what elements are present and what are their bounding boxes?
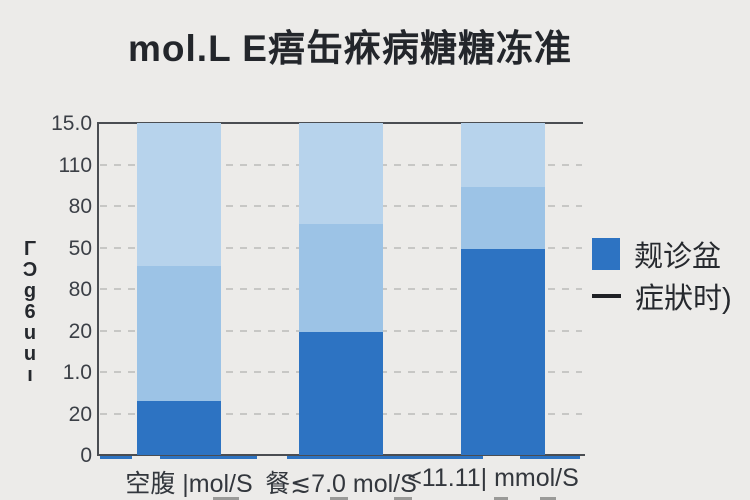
legend-label: 症狀时) xyxy=(635,283,732,315)
clipped-bottom-text xyxy=(330,497,348,500)
legend-swatch-dash-icon xyxy=(592,294,621,298)
legend-item-symptoms: 症狀时) xyxy=(592,275,732,317)
y-tick-label: 20 xyxy=(68,402,92,426)
bar-segment-medium-blue-middle xyxy=(137,266,221,402)
y-tick-label: 1.0 xyxy=(62,361,92,384)
y-tick-label: 110 xyxy=(58,153,92,177)
y-tick-label: 80 xyxy=(68,195,92,218)
legend-swatch-square xyxy=(592,238,620,270)
legend-item-confirmed: 觌诊盆 xyxy=(592,233,721,275)
bar-segment-dark-blue-bottom xyxy=(299,332,383,455)
y-tick-label: 0 xyxy=(80,444,92,467)
x-category-label: 餐≲7.0 mol/S xyxy=(265,470,417,498)
baseline-blue-segment xyxy=(520,456,580,459)
clipped-bottom-text xyxy=(540,497,556,500)
baseline-blue-segment xyxy=(100,456,132,459)
baseline-blue-segment xyxy=(287,456,483,459)
bar-segment-light-blue-top xyxy=(299,123,383,225)
x-category-label: <11.11| mmol/S xyxy=(407,464,579,492)
bar-segment-dark-blue-bottom xyxy=(461,249,545,455)
x-category-label: 空腹 |mol/S xyxy=(125,470,253,498)
clipped-bottom-text xyxy=(213,497,239,500)
y-axis-line xyxy=(97,122,99,456)
bar-segment-medium-blue-middle xyxy=(299,224,383,333)
bar-segment-medium-blue-middle xyxy=(461,187,545,250)
y-axis-title: ΓƆg6uuı xyxy=(19,238,41,385)
clipped-bottom-text xyxy=(394,497,412,500)
y-tick-label: 20 xyxy=(68,319,92,343)
y-tick-label: 15.0 xyxy=(51,112,92,135)
clipped-bottom-text xyxy=(494,497,508,500)
bar-segment-light-blue-top xyxy=(461,123,545,188)
baseline-blue-segment xyxy=(160,456,257,459)
chart-title: mol.L E痦缶㾋病糖糖冻准 xyxy=(128,28,572,69)
y-tick-label: 80 xyxy=(68,278,92,301)
plot-top-border xyxy=(97,122,583,124)
y-tick-label: 50 xyxy=(68,236,92,260)
legend-label: 觌诊盆 xyxy=(634,241,722,273)
bar-segment-light-blue-top xyxy=(137,123,221,267)
bar-segment-dark-blue-bottom xyxy=(137,401,221,455)
x-axis-line xyxy=(97,454,585,456)
